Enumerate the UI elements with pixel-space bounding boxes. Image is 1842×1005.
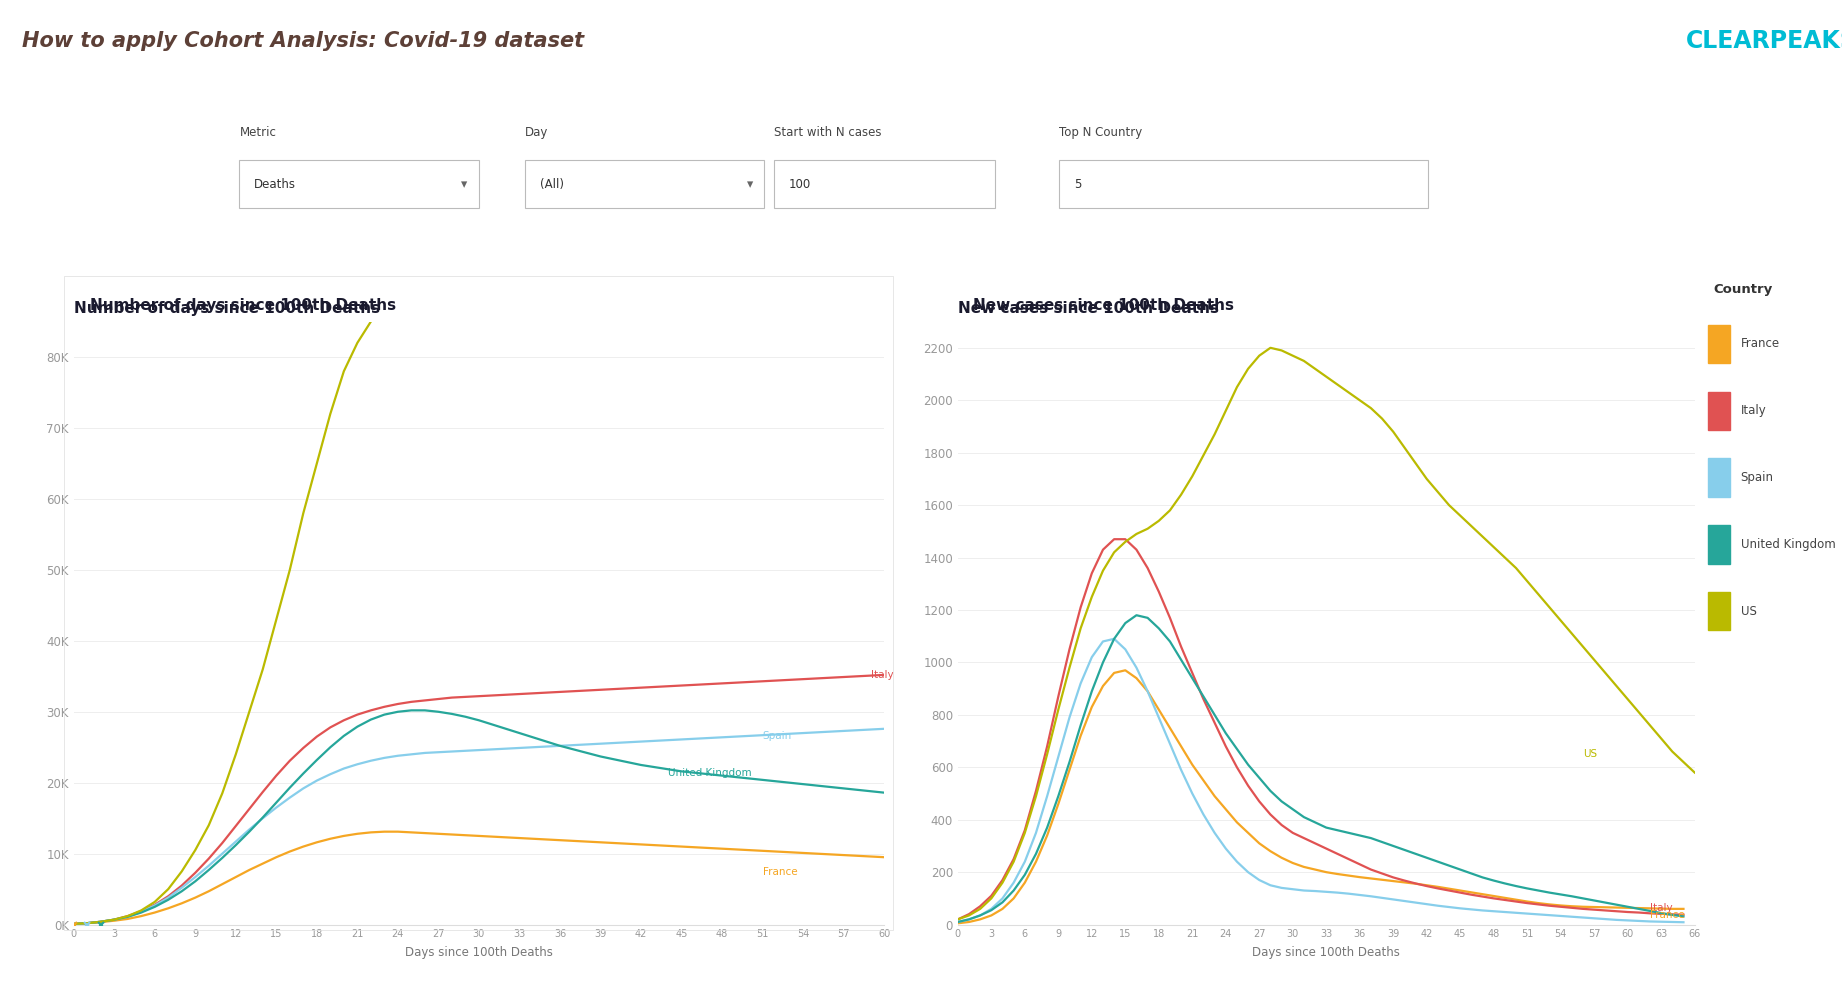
X-axis label: Days since 100th Deaths: Days since 100th Deaths bbox=[405, 947, 553, 960]
Bar bbox=[1708, 526, 1730, 564]
Text: France: France bbox=[1650, 911, 1685, 920]
Text: Number of days since 100th Deaths: Number of days since 100th Deaths bbox=[90, 298, 396, 313]
Text: France: France bbox=[1741, 338, 1779, 351]
Bar bbox=[1708, 325, 1730, 363]
Text: Number of days since 100th Deaths: Number of days since 100th Deaths bbox=[74, 302, 379, 317]
Text: United Kingdom: United Kingdom bbox=[1741, 538, 1835, 551]
Text: 100: 100 bbox=[788, 178, 810, 191]
Bar bbox=[1708, 392, 1730, 430]
Text: How to apply Cohort Analysis: Covid-19 dataset: How to apply Cohort Analysis: Covid-19 d… bbox=[22, 31, 584, 50]
Bar bbox=[1708, 458, 1730, 496]
Text: Day: Day bbox=[525, 127, 549, 139]
Bar bbox=[1708, 592, 1730, 630]
Text: Italy: Italy bbox=[1650, 902, 1673, 913]
Text: ▾: ▾ bbox=[746, 178, 753, 191]
Text: US: US bbox=[1582, 749, 1597, 759]
FancyBboxPatch shape bbox=[774, 160, 995, 208]
Text: New cases since 100th Deaths: New cases since 100th Deaths bbox=[973, 298, 1234, 313]
Text: 5: 5 bbox=[1074, 178, 1081, 191]
X-axis label: Days since 100th Deaths: Days since 100th Deaths bbox=[1253, 947, 1400, 960]
Text: Top N Country: Top N Country bbox=[1059, 127, 1142, 139]
Text: CLEARPEAKS: CLEARPEAKS bbox=[1685, 29, 1842, 52]
Text: France: France bbox=[763, 867, 798, 877]
Text: US: US bbox=[1741, 605, 1757, 618]
FancyBboxPatch shape bbox=[525, 160, 764, 208]
Text: (All): (All) bbox=[540, 178, 564, 191]
FancyBboxPatch shape bbox=[1059, 160, 1428, 208]
Text: ▾: ▾ bbox=[460, 178, 468, 191]
Text: Spain: Spain bbox=[1741, 471, 1774, 484]
Text: United Kingdom: United Kingdom bbox=[669, 768, 752, 778]
Text: Deaths: Deaths bbox=[254, 178, 297, 191]
FancyBboxPatch shape bbox=[239, 160, 479, 208]
Text: Country: Country bbox=[1713, 282, 1772, 295]
Text: Metric: Metric bbox=[239, 127, 276, 139]
Text: Spain: Spain bbox=[763, 732, 792, 742]
Text: Italy: Italy bbox=[1741, 404, 1766, 417]
Text: Italy: Italy bbox=[871, 670, 893, 680]
Text: New cases since 100th Deaths: New cases since 100th Deaths bbox=[958, 302, 1219, 317]
Text: Start with N cases: Start with N cases bbox=[774, 127, 880, 139]
